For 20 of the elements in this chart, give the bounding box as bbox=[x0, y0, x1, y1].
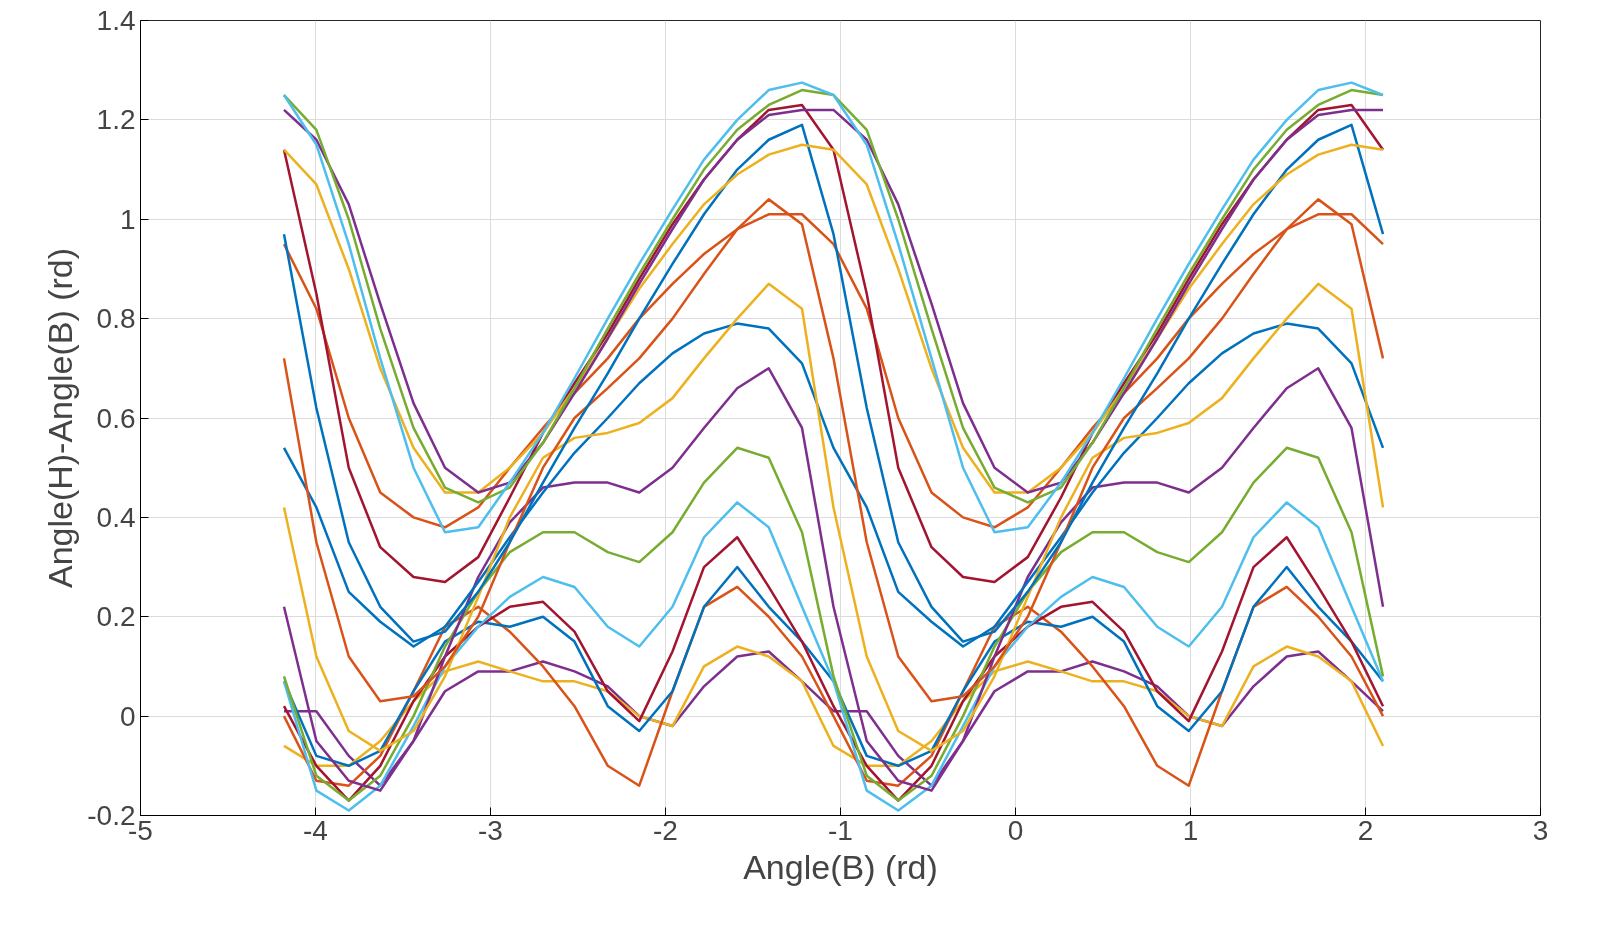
y-tick-label: 1.2 bbox=[96, 104, 136, 136]
x-tick-label: -3 bbox=[478, 814, 503, 846]
x-tick-label: -1 bbox=[828, 814, 853, 846]
x-tick-label: -4 bbox=[303, 814, 328, 846]
y-tick-label: 1.4 bbox=[96, 5, 136, 36]
x-tick-label: 2 bbox=[1357, 814, 1374, 846]
x-axis-title: Angle(B) (rd) bbox=[743, 847, 938, 886]
y-tick-label: 1 bbox=[119, 203, 136, 235]
line-series bbox=[282, 446, 1385, 802]
x-tick-label: -2 bbox=[653, 814, 678, 846]
x-tick-label: 3 bbox=[1532, 814, 1549, 846]
y-tick-label: 0.6 bbox=[96, 402, 136, 434]
y-tick-label: 0.4 bbox=[96, 501, 136, 533]
y-tick-label: 0 bbox=[119, 700, 136, 732]
line-series bbox=[282, 367, 1385, 792]
x-tick-label: 1 bbox=[1182, 814, 1199, 846]
y-tick-label: 0.2 bbox=[96, 601, 136, 633]
y-tick-label: 0.8 bbox=[96, 303, 136, 335]
y-axis-title: Angle(H)-Angle(B) (rd) bbox=[41, 247, 80, 589]
x-tick-label: 0 bbox=[1007, 814, 1024, 846]
